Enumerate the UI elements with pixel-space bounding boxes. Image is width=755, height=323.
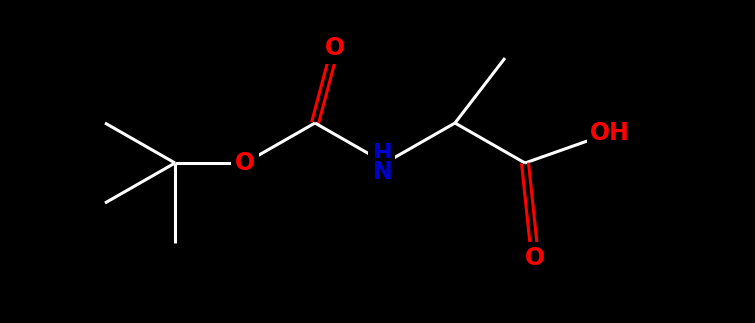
Text: O: O xyxy=(325,36,345,60)
Text: OH: OH xyxy=(590,121,630,145)
Text: H: H xyxy=(371,141,391,165)
Text: O: O xyxy=(325,36,345,60)
Text: N: N xyxy=(373,160,393,184)
Text: O: O xyxy=(525,246,545,270)
Text: OH: OH xyxy=(590,121,630,145)
Text: H: H xyxy=(373,142,393,166)
Text: O: O xyxy=(235,151,255,175)
Text: O: O xyxy=(525,246,545,270)
Text: N: N xyxy=(371,159,391,183)
Text: O: O xyxy=(235,151,255,175)
